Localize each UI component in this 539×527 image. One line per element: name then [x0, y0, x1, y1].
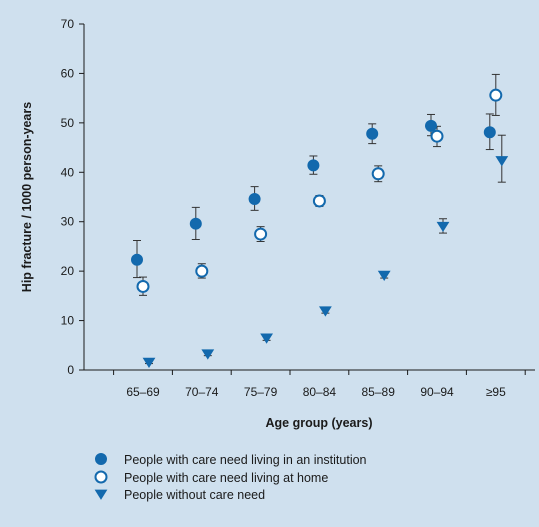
- data-point: [131, 253, 143, 266]
- data-point: [425, 119, 437, 132]
- data-point: [312, 194, 326, 208]
- x-tick-label: 85–89: [362, 385, 396, 399]
- data-point: [142, 357, 156, 368]
- y-tick-label: 70: [61, 17, 75, 31]
- data-point: [436, 221, 450, 233]
- data-point: [254, 227, 268, 241]
- legend-label: People with care need living at home: [124, 471, 328, 485]
- data-point: [260, 333, 274, 344]
- x-tick-label: 65–69: [126, 385, 160, 399]
- data-point: [201, 349, 215, 360]
- legend-marker: [95, 453, 107, 465]
- data-point: [195, 264, 209, 278]
- data-point: [377, 270, 391, 281]
- data-point: [430, 129, 444, 143]
- x-tick-label: ≥95: [486, 385, 506, 399]
- y-axis-title: Hip fracture / 1000 person-years: [20, 102, 34, 292]
- data-point: [489, 88, 503, 102]
- y-tick-label: 50: [61, 116, 75, 130]
- data-points: [131, 88, 509, 368]
- data-point: [483, 126, 496, 139]
- data-point: [366, 127, 379, 140]
- legend-label: People without care need: [124, 488, 265, 502]
- y-tick-label: 0: [67, 363, 74, 377]
- x-tick-label: 75–79: [244, 385, 278, 399]
- x-tick-label: 70–74: [185, 385, 219, 399]
- legend-label: People with care need living in an insti…: [124, 453, 367, 467]
- ticks: 0 10 20 30 40 50 60 70 65–69 70–74 75–79 80–84 85–89…: [61, 17, 526, 399]
- x-tick-label: 90–94: [420, 385, 454, 399]
- legend-marker: [94, 470, 108, 484]
- error-bars: [133, 73, 506, 365]
- legend: People with care need living in an insti…: [94, 453, 367, 502]
- y-tick-label: 10: [61, 314, 75, 328]
- data-point: [318, 306, 332, 317]
- data-point: [307, 159, 320, 172]
- axes: [83, 24, 535, 371]
- x-axis-title: Age group (years): [266, 416, 373, 430]
- data-point: [495, 156, 509, 167]
- y-tick-label: 20: [61, 264, 75, 278]
- x-tick-label: 80–84: [303, 385, 337, 399]
- data-point: [136, 279, 150, 293]
- data-point: [371, 167, 385, 181]
- y-tick-label: 30: [61, 215, 75, 229]
- data-point: [189, 217, 202, 230]
- legend-marker: [94, 489, 108, 500]
- data-point: [248, 192, 261, 205]
- y-tick-label: 60: [61, 66, 75, 80]
- y-tick-label: 40: [61, 165, 75, 179]
